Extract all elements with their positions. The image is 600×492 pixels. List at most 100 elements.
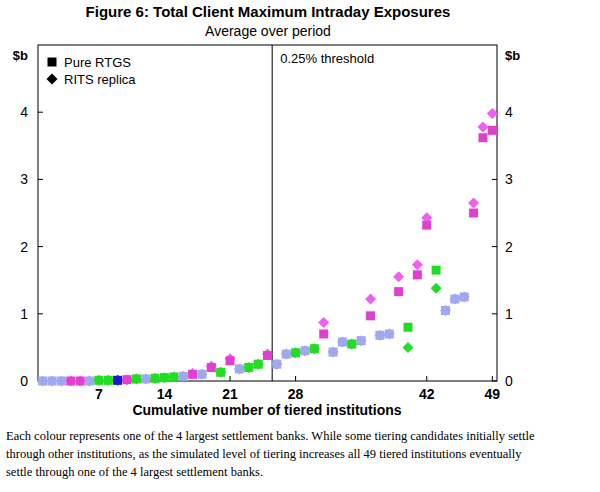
point (460, 293, 469, 302)
point (357, 336, 366, 345)
point (319, 329, 328, 338)
point (263, 351, 272, 360)
point (85, 377, 94, 386)
point (235, 364, 244, 373)
point (477, 121, 488, 132)
point (244, 363, 253, 372)
marks (37, 108, 498, 386)
point (356, 335, 367, 346)
point (196, 369, 207, 380)
point (151, 374, 160, 383)
point (478, 133, 487, 142)
y2-tick-label: 3 (505, 171, 513, 187)
point (384, 328, 395, 339)
point (215, 367, 226, 378)
point (234, 363, 245, 374)
point (56, 376, 67, 387)
point (394, 287, 403, 296)
point (282, 350, 291, 359)
point (48, 377, 57, 386)
point (290, 347, 301, 358)
footnote: settle through one of the 4 largest sett… (6, 465, 263, 479)
point (469, 209, 478, 218)
footnote: through other institutions, as the simul… (6, 447, 522, 461)
y-tick (38, 313, 43, 314)
point (440, 305, 451, 316)
point (38, 377, 47, 386)
x-axis-label: Cumulative number of tiered institutions (132, 402, 401, 418)
point (121, 374, 132, 385)
point (37, 376, 48, 387)
point (141, 374, 150, 383)
point (122, 375, 131, 384)
point (57, 377, 66, 386)
legend-swatch (47, 74, 58, 85)
y-axis-label: $b (13, 48, 28, 63)
y-tick-label: 1 (20, 306, 28, 322)
y2-tick-label: 0 (505, 373, 513, 389)
point (113, 376, 122, 385)
point (431, 283, 442, 294)
y2-tick-label: 4 (505, 104, 513, 120)
point (94, 376, 103, 385)
point (449, 294, 460, 305)
point (403, 342, 414, 353)
point (112, 375, 123, 386)
x-tick-label: 28 (288, 386, 304, 402)
x-tick-label: 42 (419, 386, 435, 402)
point (337, 337, 348, 348)
point (47, 376, 58, 387)
point (188, 370, 197, 379)
point (468, 197, 479, 208)
y-tick-label: 0 (20, 373, 28, 389)
y2-tick (492, 246, 497, 247)
y2-tick (492, 179, 497, 180)
chart: Figure 6: Total Client Maximum Intraday … (0, 0, 600, 492)
point (271, 359, 282, 370)
point (243, 362, 254, 373)
x-tick-label: 14 (157, 386, 173, 402)
x-tick (230, 376, 231, 381)
point (488, 126, 497, 135)
point (197, 370, 206, 379)
point (300, 346, 309, 355)
point (131, 373, 142, 384)
x-tick (492, 376, 493, 381)
series-square (38, 126, 497, 386)
legend-label: RITS replica (64, 72, 136, 87)
point (104, 376, 113, 385)
point (441, 306, 450, 315)
x-tick (295, 376, 296, 381)
series-diamond (37, 108, 498, 386)
point (254, 360, 263, 369)
plot-frame (38, 45, 497, 381)
y-tick-label: 3 (20, 171, 28, 187)
footnote: Each colour represents one of the 4 larg… (6, 429, 535, 443)
point (328, 347, 339, 358)
point (168, 371, 179, 382)
x-tick (426, 376, 427, 381)
x-tick-label: 7 (95, 386, 103, 402)
point (338, 338, 347, 347)
y-tick-label: 4 (20, 104, 28, 120)
point (253, 359, 264, 370)
y-tick (38, 246, 43, 247)
point (310, 344, 319, 353)
point (93, 375, 104, 386)
y2-tick-label: 1 (505, 306, 513, 322)
threshold-label: 0.25% threshold (280, 51, 374, 66)
point (159, 372, 170, 383)
point (281, 349, 292, 360)
x-tick-label: 49 (485, 386, 501, 402)
point (366, 311, 375, 320)
point (272, 360, 281, 369)
point (66, 377, 75, 386)
subtitle: Average over period (205, 23, 331, 39)
point (132, 374, 141, 383)
point (179, 372, 188, 381)
point (75, 376, 86, 387)
point (291, 348, 300, 357)
point (262, 349, 273, 360)
point (487, 108, 498, 119)
title: Figure 6: Total Client Maximum Intraday … (86, 3, 451, 20)
